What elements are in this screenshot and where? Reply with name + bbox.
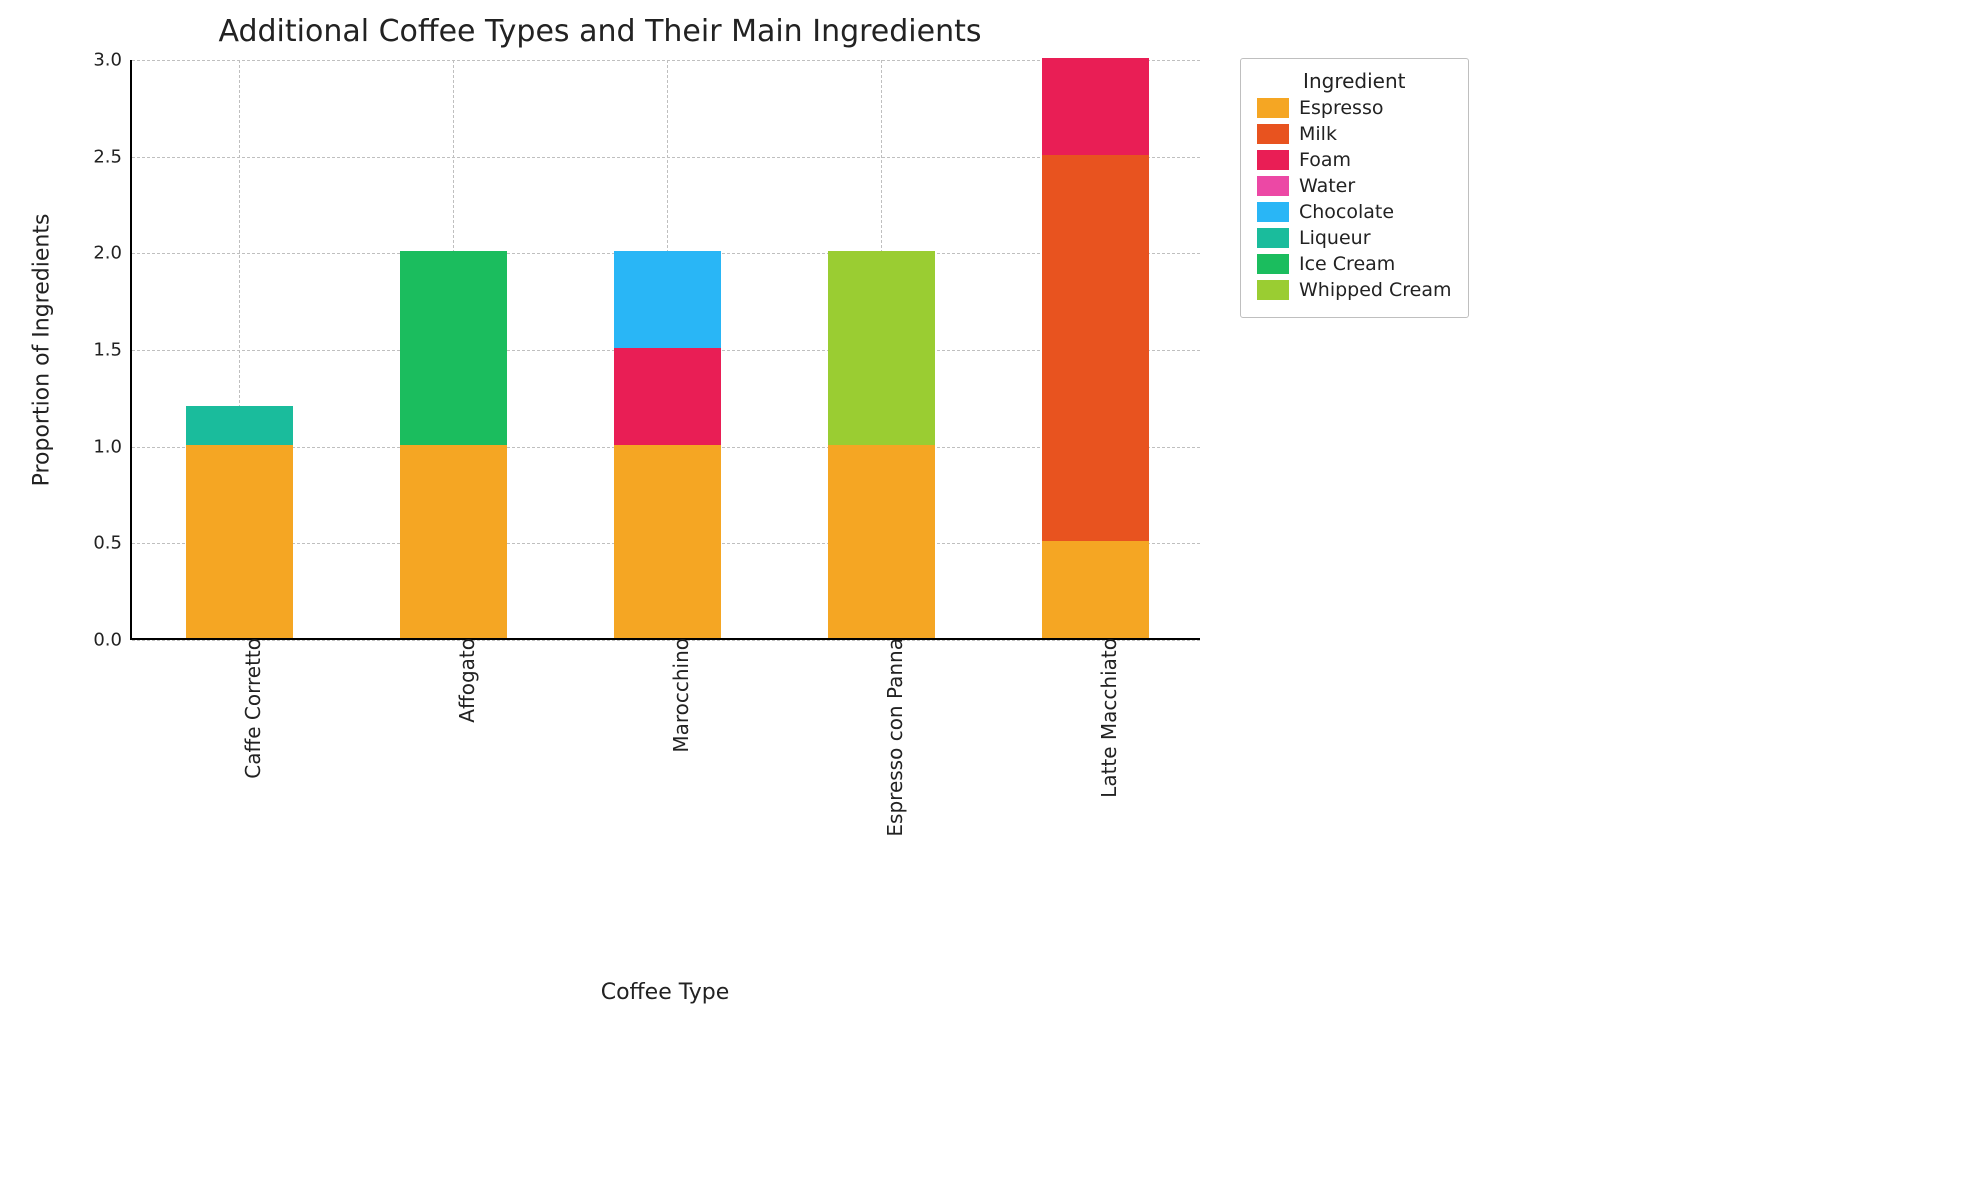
legend-item: Ice Cream (1257, 253, 1452, 275)
bar-segment (186, 406, 293, 445)
bar-segment (828, 445, 935, 638)
bar-segment (400, 445, 507, 638)
x-tick-label: Affogato (445, 638, 479, 723)
x-tick-label: Caffe Corretto (231, 638, 265, 779)
y-tick-label: 1.0 (93, 436, 132, 457)
x-tick-label: Espresso con Panna (873, 638, 907, 837)
legend-item: Whipped Cream (1257, 279, 1452, 301)
legend-item: Foam (1257, 149, 1452, 171)
gridline-h (132, 60, 1200, 61)
legend-item: Water (1257, 175, 1452, 197)
y-tick-label: 2.5 (93, 146, 132, 167)
legend: Ingredient Espresso Milk Foam Water Chocolat… (1240, 58, 1469, 318)
y-tick-label: 0.0 (93, 630, 132, 651)
x-tick-label: Latte Macchiato (1087, 638, 1121, 798)
bar-segment (828, 251, 935, 444)
legend-label: Foam (1299, 149, 1351, 171)
y-tick-label: 2.0 (93, 243, 132, 264)
bar-segment (614, 251, 721, 348)
legend-label: Ice Cream (1299, 253, 1395, 275)
y-axis-label: Proportion of Ingredients (30, 214, 55, 487)
legend-item: Chocolate (1257, 201, 1452, 223)
legend-swatch (1257, 98, 1289, 118)
x-axis-label: Coffee Type (130, 980, 1200, 1005)
legend-label: Chocolate (1299, 201, 1394, 223)
bar-segment (1042, 155, 1149, 542)
gridline-h (132, 157, 1200, 158)
bar-segment (1042, 58, 1149, 155)
legend-item: Liqueur (1257, 227, 1452, 249)
legend-label: Liqueur (1299, 227, 1371, 249)
legend-label: Milk (1299, 123, 1337, 145)
chart-title: Additional Coffee Types and Their Main I… (0, 14, 1200, 49)
bar-segment (186, 445, 293, 638)
bar-segment (614, 445, 721, 638)
legend-swatch (1257, 124, 1289, 144)
chart-container: Additional Coffee Types and Their Main I… (0, 0, 1973, 1180)
y-tick-label: 3.0 (93, 50, 132, 71)
legend-swatch (1257, 228, 1289, 248)
bar-segment (614, 348, 721, 445)
bar-segment (1042, 541, 1149, 638)
x-tick-label: Marocchino (659, 638, 693, 753)
legend-label: Water (1299, 175, 1355, 197)
legend-swatch (1257, 150, 1289, 170)
legend-title: Ingredient (1257, 69, 1452, 93)
legend-swatch (1257, 176, 1289, 196)
legend-item: Espresso (1257, 97, 1452, 119)
legend-swatch (1257, 254, 1289, 274)
legend-label: Espresso (1299, 97, 1383, 119)
bar-segment (400, 251, 507, 444)
legend-swatch (1257, 280, 1289, 300)
y-tick-label: 0.5 (93, 533, 132, 554)
y-tick-label: 1.5 (93, 340, 132, 361)
plot-area: 0.00.51.01.52.02.53.0Caffe CorrettoAffog… (130, 60, 1200, 640)
legend-item: Milk (1257, 123, 1452, 145)
legend-swatch (1257, 202, 1289, 222)
legend-label: Whipped Cream (1299, 279, 1452, 301)
